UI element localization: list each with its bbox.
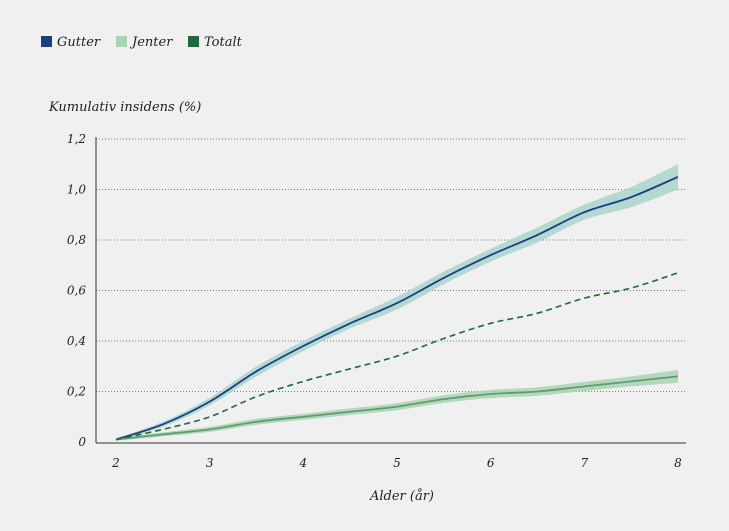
legend-label-gutter: Gutter: [57, 35, 101, 50]
y-tick-label: 0,2: [67, 385, 86, 399]
axes: [95, 137, 686, 444]
y-tick-label: 1,0: [67, 183, 86, 197]
y-axis-label: Kumulativ insidens (%): [48, 100, 201, 115]
y-tick-label: 0: [78, 435, 86, 449]
x-tick-label: 7: [581, 456, 589, 470]
x-tick-label: 5: [393, 456, 401, 470]
series-line-jenter: [115, 375, 679, 441]
ci-band-jenter: [116, 370, 678, 441]
y-tick-labels: 0 0,2 0,4 0,6 0,8 1,0 1,2: [67, 132, 86, 449]
gridlines: [96, 138, 686, 392]
x-tick-label: 4: [299, 456, 308, 470]
legend-swatch-gutter: [41, 36, 52, 47]
y-tick-label: 1,2: [67, 132, 86, 146]
legend-label-jenter: Jenter: [129, 35, 173, 50]
legend-swatch-totalt: [188, 36, 199, 47]
series-line-totalt: [115, 272, 679, 441]
legend-swatch-jenter: [116, 36, 127, 47]
series-line-gutter: [115, 176, 679, 441]
legend: Gutter Jenter Totalt: [41, 35, 243, 50]
y-tick-label: 0,8: [67, 233, 86, 247]
legend-label-totalt: Totalt: [204, 35, 243, 50]
y-tick-label: 0,6: [67, 284, 86, 298]
x-tick-label: 3: [206, 456, 214, 470]
series-lines: [115, 176, 679, 441]
x-tick-label: 6: [487, 456, 495, 470]
y-tick-label: 0,4: [67, 334, 86, 348]
x-tick-label: 2: [111, 456, 120, 470]
x-tick-label: 8: [674, 456, 682, 470]
x-axis-label: Alder (år): [369, 488, 434, 504]
x-tick-labels: 2 3 4 5 6 7 8: [111, 456, 682, 470]
